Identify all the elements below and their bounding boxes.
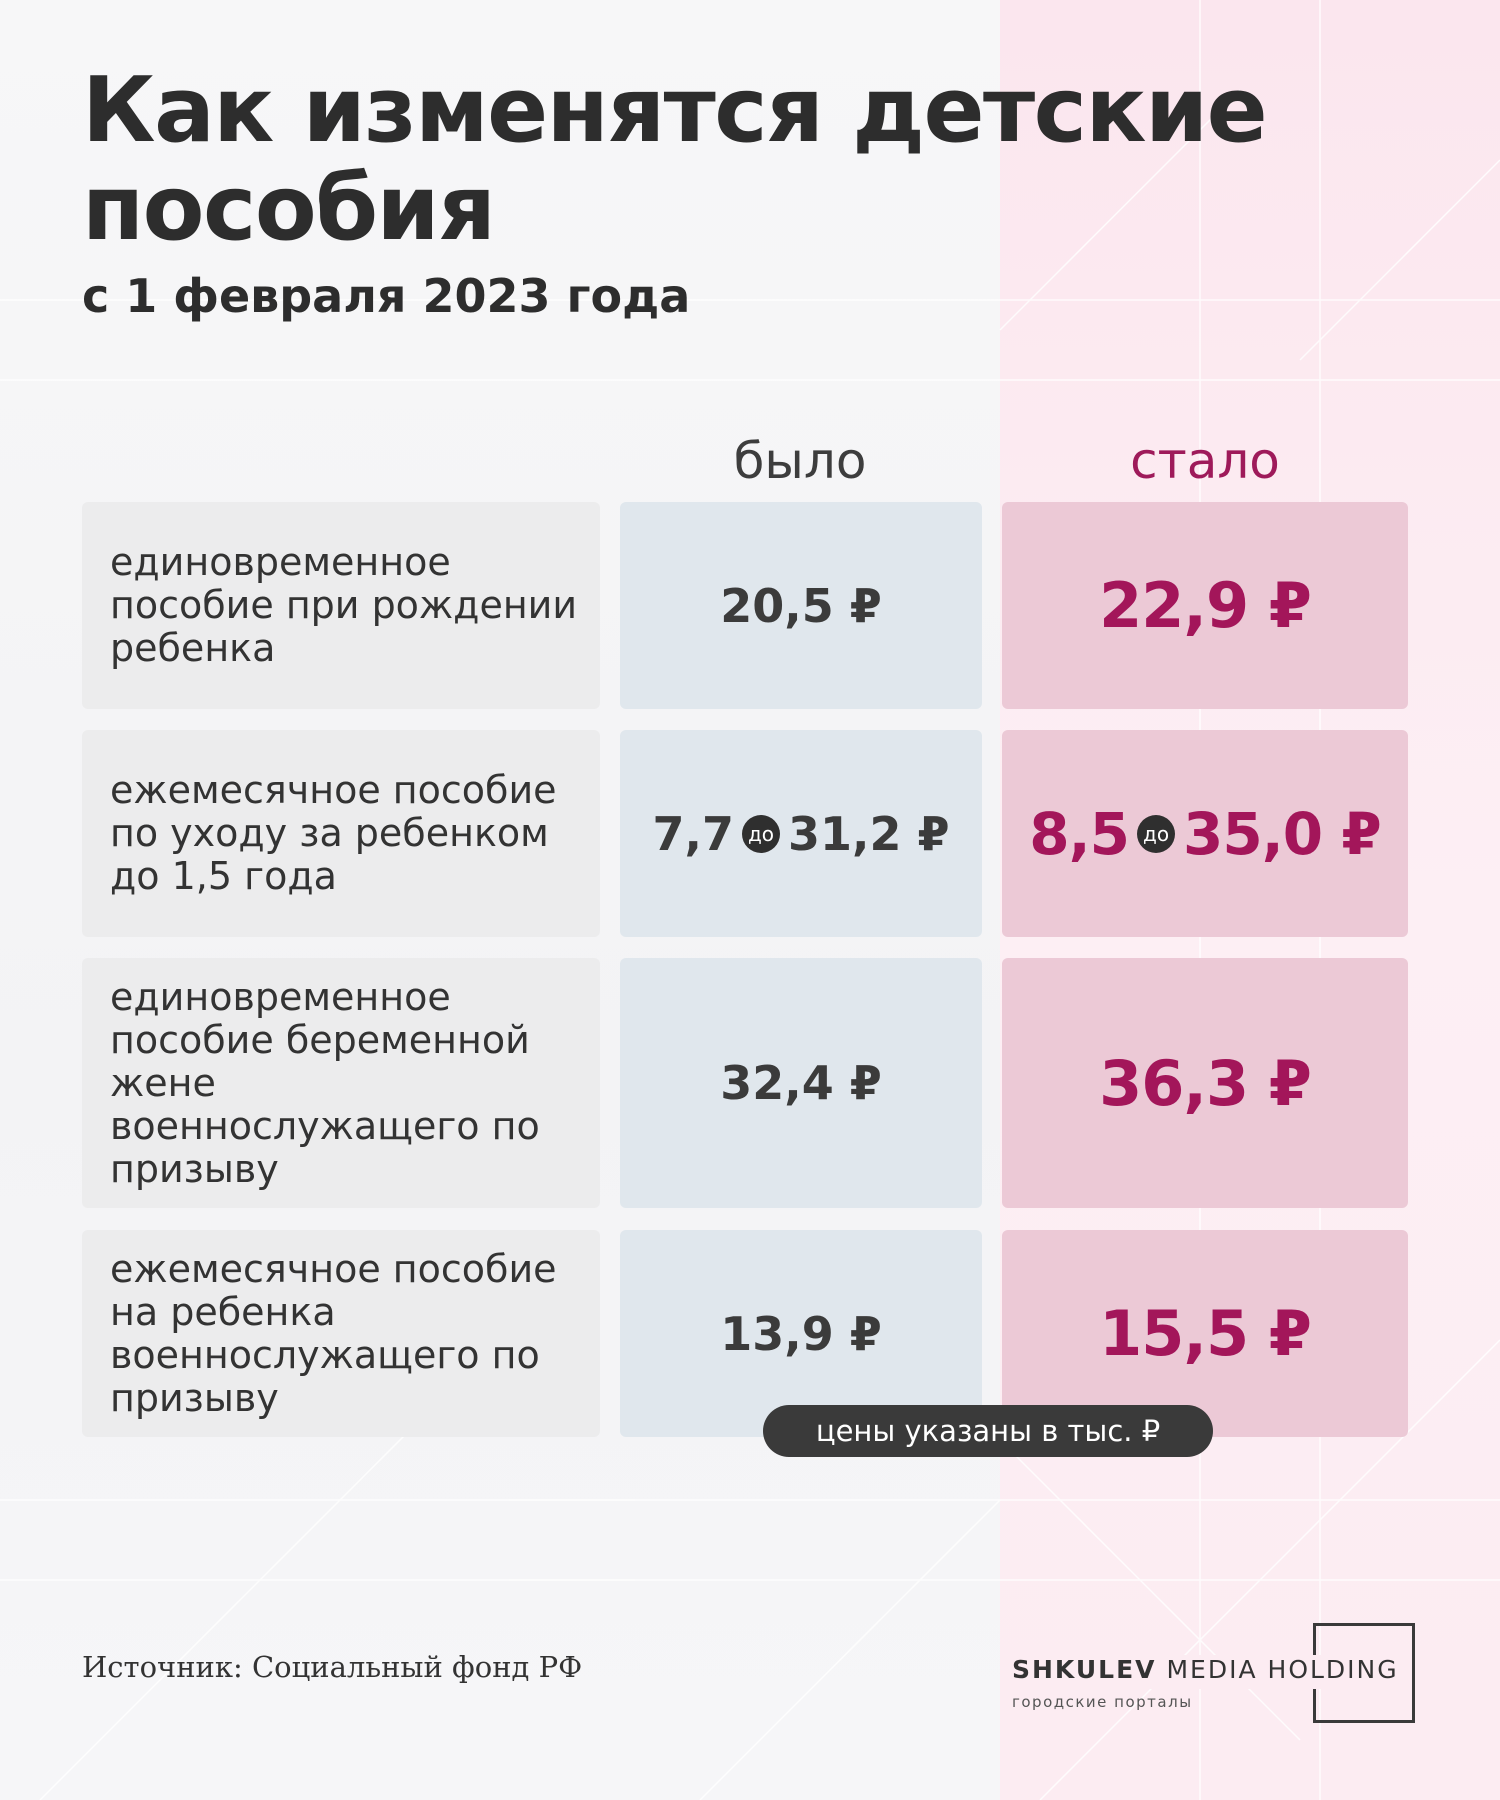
- logo-rest-text: MEDIA HOLDING: [1156, 1655, 1399, 1684]
- new-value-range: 8,5 до 35,0 ₽: [1029, 799, 1382, 868]
- logo-bold-text: SHKULEV: [1012, 1655, 1157, 1684]
- old-value-range: 7,7 до 31,2 ₽: [652, 807, 949, 861]
- row-label: единовременное пособие при рождении ребе…: [110, 540, 578, 670]
- row-label: единовременное пособие беременной жене в…: [110, 974, 540, 1191]
- column-header-old: было: [733, 432, 867, 490]
- row-label-cell: единовременное пособие беременной жене в…: [82, 958, 600, 1208]
- old-value-cell: 7,7 до 31,2 ₽: [620, 730, 982, 937]
- range-do-badge: до: [741, 814, 780, 853]
- old-value-cell: 13,9 ₽: [620, 1230, 982, 1437]
- units-note-badge: цены указаны в тыс. ₽: [763, 1405, 1213, 1457]
- new-value-cell: 8,5 до 35,0 ₽: [1002, 730, 1408, 937]
- logo-subtitle: городские порталы: [1012, 1693, 1193, 1711]
- source-caption: Источник: Социальный фонд РФ: [82, 1650, 583, 1684]
- row-label: ежемесячное пособие на ребенка военнослу…: [110, 1246, 557, 1420]
- page-title: Как изменятся детские пособия: [82, 58, 1268, 261]
- old-value-cell: 20,5 ₽: [620, 502, 982, 709]
- new-value: 22,9 ₽: [1099, 569, 1312, 642]
- new-value-cell: 36,3 ₽: [1002, 958, 1408, 1208]
- row-label: ежемесячное пособие по уходу за ребенком…: [110, 768, 557, 898]
- old-value: 20,5 ₽: [720, 578, 882, 633]
- row-label-cell: ежемесячное пособие по уходу за ребенком…: [82, 730, 600, 937]
- new-value-cell: 15,5 ₽: [1002, 1230, 1408, 1437]
- row-label-cell: ежемесячное пособие на ребенка военнослу…: [82, 1230, 600, 1437]
- new-value: 15,5 ₽: [1099, 1297, 1312, 1370]
- new-value: 36,3 ₽: [1099, 1046, 1312, 1120]
- row-label-cell: единовременное пособие при рождении ребе…: [82, 502, 600, 709]
- old-value: 32,4 ₽: [720, 1056, 882, 1110]
- page-subtitle: с 1 февраля 2023 года: [82, 269, 691, 323]
- publisher-logo: SHKULEV MEDIA HOLDING: [1012, 1655, 1410, 1689]
- old-range-to: 31,2 ₽: [787, 806, 950, 861]
- new-range-to: 35,0 ₽: [1183, 799, 1382, 868]
- range-do-badge: до: [1137, 814, 1176, 853]
- old-range-from: 7,7: [652, 806, 734, 861]
- new-range-from: 8,5: [1029, 799, 1130, 868]
- column-header-new: стало: [1130, 432, 1280, 490]
- old-value: 13,9 ₽: [720, 1306, 882, 1361]
- new-value-cell: 22,9 ₽: [1002, 502, 1408, 709]
- old-value-cell: 32,4 ₽: [620, 958, 982, 1208]
